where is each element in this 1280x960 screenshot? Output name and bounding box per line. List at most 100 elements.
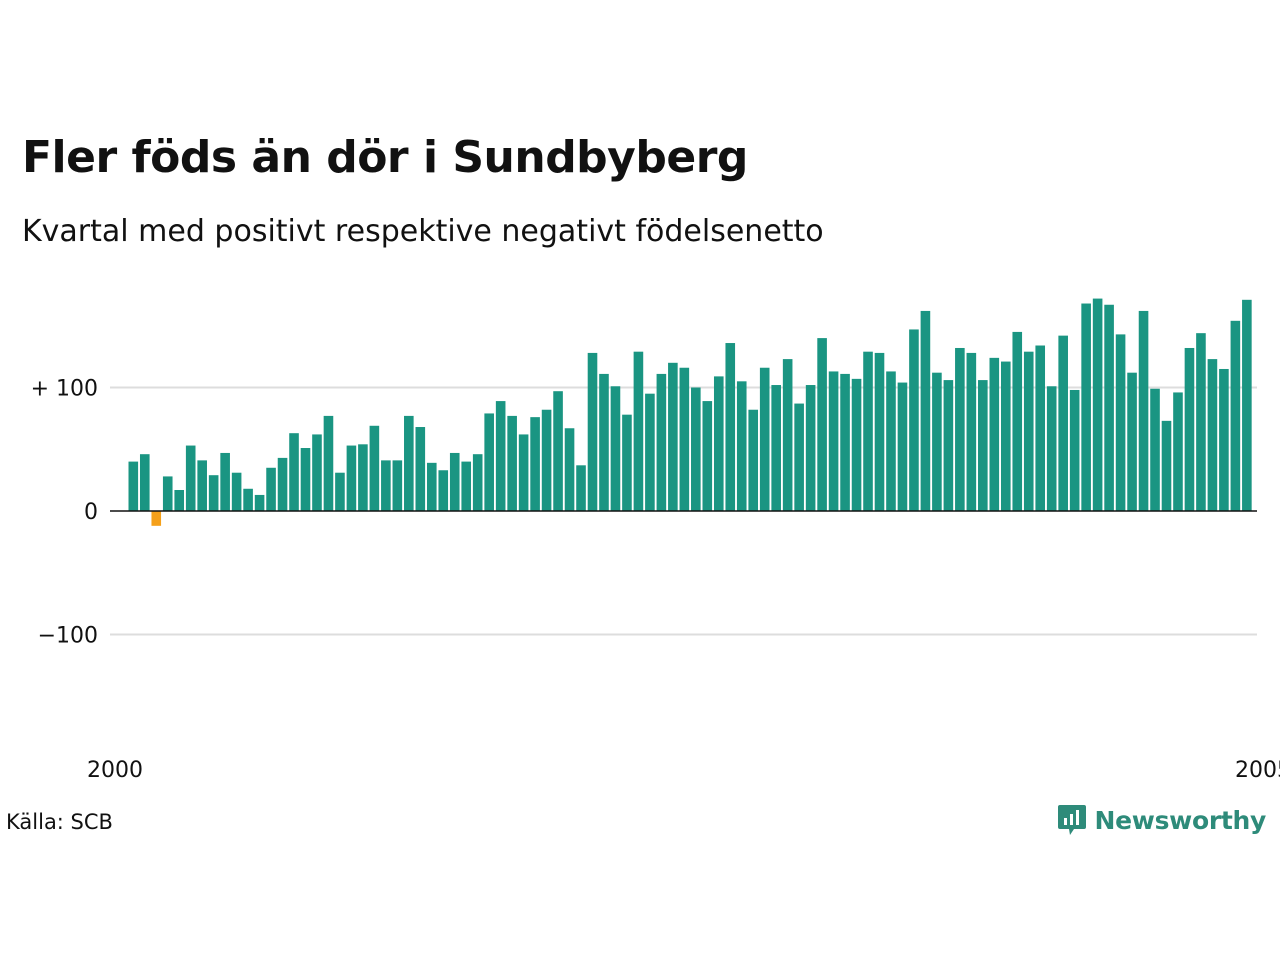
- bar: [277, 457, 288, 511]
- bar: [1161, 420, 1172, 512]
- bar: [576, 465, 586, 512]
- bar: [1150, 388, 1160, 512]
- bar: [897, 382, 908, 511]
- bar: [530, 417, 540, 511]
- bar: [208, 475, 219, 512]
- bar: [610, 386, 621, 511]
- bar: [472, 454, 483, 511]
- bar: [484, 413, 494, 512]
- bar: [1023, 351, 1034, 511]
- bar: [943, 380, 954, 511]
- bar: [955, 347, 965, 511]
- bar: [805, 385, 816, 511]
- bar: [794, 403, 804, 512]
- bar: [369, 425, 380, 511]
- bar: [633, 351, 644, 511]
- bar: [300, 448, 311, 511]
- bar: [415, 427, 426, 511]
- bar: [1115, 334, 1126, 511]
- bar: [323, 415, 334, 511]
- bar: [564, 428, 575, 511]
- bar: [461, 461, 472, 511]
- bar: [1000, 361, 1011, 511]
- bar: [346, 445, 357, 511]
- source-note: Källa: SCB: [6, 810, 113, 834]
- bar: [863, 351, 873, 511]
- bar: [622, 414, 632, 511]
- bar: [1230, 320, 1241, 511]
- bar: [1173, 392, 1183, 511]
- bar: [243, 488, 253, 511]
- bar: [874, 352, 885, 511]
- bar: [1184, 347, 1195, 511]
- bar: [645, 393, 655, 512]
- bar: [759, 367, 770, 511]
- bar: [1219, 368, 1229, 512]
- y-tick-label: + 100: [31, 377, 98, 402]
- bar: [656, 373, 667, 511]
- bar: [702, 401, 713, 511]
- bar: [668, 362, 678, 511]
- bar: [404, 415, 414, 511]
- bar: [1104, 304, 1114, 511]
- bar: [886, 371, 896, 511]
- bar: [725, 343, 736, 511]
- bar: [1196, 333, 1206, 511]
- bar: [254, 494, 265, 511]
- bar: [139, 454, 150, 511]
- bar: [1207, 359, 1218, 512]
- bars: [128, 298, 1252, 526]
- bar: [266, 467, 276, 511]
- newsworthy-logo-icon: [1057, 805, 1086, 835]
- bar: [495, 401, 506, 511]
- bar: [1081, 303, 1091, 511]
- bar: [909, 329, 919, 511]
- bar: [392, 460, 403, 512]
- bar: [932, 372, 942, 511]
- bar: [782, 359, 793, 512]
- bar: [1127, 372, 1137, 511]
- bar: [220, 452, 230, 511]
- bar: [679, 367, 690, 511]
- bar: [1046, 386, 1057, 511]
- bar: [1242, 299, 1252, 511]
- bar: [840, 373, 850, 511]
- chart-title: Fler föds än dör i Sundbyberg: [22, 132, 748, 183]
- bar: [587, 352, 598, 511]
- bar: [426, 462, 437, 511]
- bar: [197, 460, 207, 512]
- bar: [162, 476, 173, 511]
- bar: [989, 357, 1000, 511]
- bar: [599, 373, 609, 511]
- bar: [553, 391, 563, 511]
- bar: [151, 511, 162, 526]
- bar: [185, 445, 196, 511]
- bar: [691, 387, 701, 511]
- bar: [1092, 298, 1103, 511]
- y-tick-label: −100: [38, 624, 98, 649]
- bar: [920, 310, 931, 511]
- bar: [817, 338, 827, 511]
- bar: [736, 381, 747, 511]
- bar: [713, 376, 724, 511]
- brand-logo: Newsworthy: [1057, 803, 1266, 837]
- bar: [358, 444, 368, 511]
- bar: [541, 409, 552, 511]
- bar: [518, 434, 529, 511]
- bar: [1035, 345, 1046, 511]
- bar: [381, 460, 391, 512]
- chart-subtitle: Kvartal med positivt respektive negativt…: [22, 214, 824, 249]
- bar: [438, 470, 449, 512]
- x-tick-label: 2005: [1235, 758, 1280, 783]
- bar: [851, 378, 862, 512]
- y-tick-label: 0: [84, 500, 98, 525]
- bar: [771, 385, 781, 511]
- bar: [978, 380, 988, 511]
- bar: [828, 371, 839, 511]
- bar: [1069, 389, 1080, 511]
- bar: [174, 490, 185, 511]
- bar: [1138, 310, 1149, 511]
- bar: [507, 415, 517, 511]
